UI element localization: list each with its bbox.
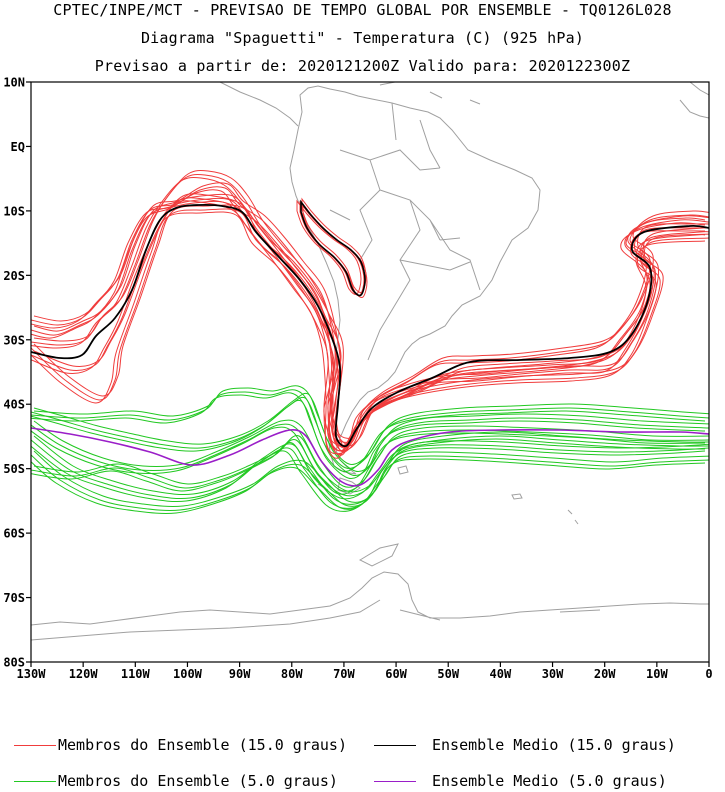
contour-member-15deg <box>31 208 709 452</box>
lon-tick-label: 90W <box>229 667 251 681</box>
lon-tick-label: 0 <box>705 667 712 681</box>
lat-tick-label: 20S <box>3 269 25 283</box>
contour-member-15deg <box>33 204 709 448</box>
contour-mean-15deg <box>300 199 366 297</box>
lon-tick-label: 70W <box>333 667 355 681</box>
lat-tick-label: 50S <box>3 462 25 476</box>
contour-member-5deg <box>31 454 709 511</box>
lon-tick-label: 50W <box>437 667 459 681</box>
lat-tick-label: EQ <box>11 140 25 154</box>
legend-swatch-mean-15 <box>374 745 416 746</box>
contour-member-5deg <box>31 435 709 497</box>
contour-member-5deg <box>31 445 706 512</box>
country-borders <box>329 102 481 361</box>
lat-tick-label: 10N <box>3 76 25 90</box>
longitude-axis: 130W 120W 110W 100W 90W 80W 70W 60W 50W 40W 30W 20W… <box>17 662 713 681</box>
lat-tick-label: 80S <box>3 656 25 670</box>
lon-tick-label: 110W <box>121 667 151 681</box>
lon-tick-label: 30W <box>542 667 564 681</box>
contour-member-5deg <box>31 389 709 469</box>
contour-member-5deg <box>33 435 709 505</box>
lon-tick-label: 10W <box>646 667 668 681</box>
islands-coastline <box>397 465 579 525</box>
lat-tick-label: 70S <box>3 591 25 605</box>
lon-tick-label: 40W <box>490 667 512 681</box>
legend-swatch-mean-5 <box>374 781 416 782</box>
legend-members-5: Membros do Ensemble (5.0 graus) <box>58 772 338 790</box>
contour-member-5deg <box>33 450 709 507</box>
africa-coastline <box>679 82 709 119</box>
map-title-line-1: CPTEC/INPE/MCT - PREVISAO DE TEMPO GLOBA… <box>53 1 672 19</box>
coastlines <box>31 82 709 641</box>
contour-member-5deg <box>33 431 709 493</box>
contour-mean-15deg <box>31 203 709 448</box>
contour-member-5deg <box>31 458 706 514</box>
lat-tick-label: 30S <box>3 333 25 347</box>
map-title-line-2: Diagrama "Spaguetti" - Temperatura (C) (… <box>140 29 585 47</box>
lat-tick-label: 40S <box>3 398 25 412</box>
contour-member-15deg <box>31 177 706 446</box>
lat-tick-label: 60S <box>3 527 25 541</box>
contour-mean-5deg <box>31 427 709 487</box>
contour-member-5deg <box>31 392 706 472</box>
lon-tick-label: 120W <box>69 667 99 681</box>
contour-member-15deg <box>296 199 362 295</box>
contour-member-5deg <box>31 426 706 495</box>
lon-tick-label: 100W <box>173 667 203 681</box>
antarctica-coastline <box>31 543 709 641</box>
lon-tick-label: 60W <box>385 667 407 681</box>
map-title-line-3: Previsao a partir de: 2020121200Z Valido… <box>94 57 631 75</box>
lat-tick-label: 10S <box>3 204 25 218</box>
legend-mean-5: Ensemble Medio (5.0 graus) <box>432 772 667 790</box>
south-america-coastline <box>289 85 541 475</box>
contour-member-15deg <box>31 200 706 452</box>
contour-member-5deg <box>33 385 709 465</box>
lon-tick-label: 130W <box>17 667 47 681</box>
latitude-axis: 10N EQ 10S 20S 30S 40S 50S 60S 70S 80S <box>3 76 31 670</box>
legend-members-15: Membros do Ensemble (15.0 graus) <box>58 736 347 754</box>
contour-member-5deg <box>33 419 709 488</box>
contour-member-5deg <box>31 438 706 500</box>
contour-member-15deg <box>31 211 706 455</box>
lon-tick-label: 80W <box>281 667 303 681</box>
legend-swatch-members-15 <box>14 745 56 746</box>
legend-mean-15: Ensemble Medio (15.0 graus) <box>432 736 676 754</box>
contour-member-15deg <box>33 170 709 439</box>
central-america-coastline <box>219 82 481 127</box>
map-frame <box>30 81 710 663</box>
lon-tick-label: 20W <box>594 667 616 681</box>
legend-swatch-members-5 <box>14 781 56 782</box>
